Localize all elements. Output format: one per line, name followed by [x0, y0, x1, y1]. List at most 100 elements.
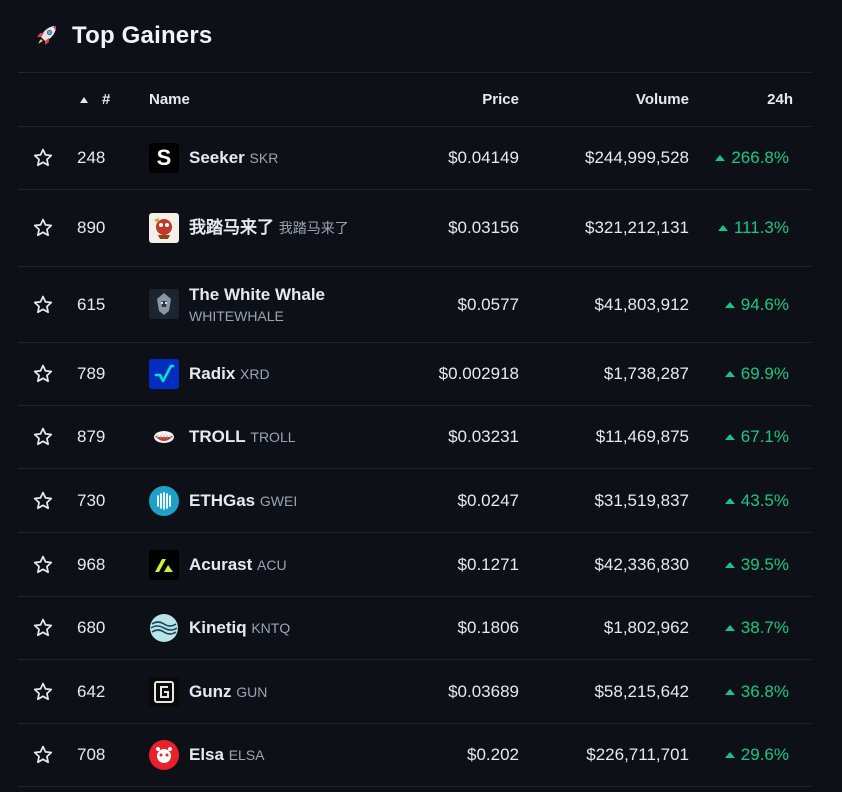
rank-header-label: #	[102, 91, 111, 108]
watchlist-star-button[interactable]	[18, 363, 68, 385]
coin-name[interactable]: Kinetiq	[189, 618, 247, 638]
coin-symbol: GUN	[236, 683, 268, 700]
star-icon[interactable]	[32, 426, 54, 448]
watchlist-star-button[interactable]	[18, 744, 68, 766]
caret-up-icon	[724, 497, 735, 504]
star-icon[interactable]	[32, 490, 54, 512]
star-icon[interactable]	[32, 147, 54, 169]
watchlist-star-button[interactable]	[18, 617, 68, 639]
table-row[interactable]: 879 TROLL TROLL $0.03231 $11,469,875 67.…	[18, 406, 811, 469]
sort-up-icon[interactable]	[80, 96, 88, 103]
coin-change-value: 94.6%	[740, 294, 789, 314]
wtmll-logo	[149, 213, 179, 243]
caret-up-icon	[724, 752, 735, 758]
rank-header[interactable]: #	[18, 91, 149, 108]
watchlist-star-button[interactable]	[18, 554, 68, 576]
coin-volume: $41,803,912	[594, 294, 689, 314]
star-icon[interactable]	[32, 217, 54, 239]
change-header[interactable]: 24h	[767, 91, 793, 108]
coin-name-cell[interactable]: TROLL TROLL	[149, 422, 369, 452]
gunz-logo	[149, 676, 179, 707]
watchlist-star-button[interactable]	[18, 681, 68, 703]
watchlist-star-button[interactable]	[18, 426, 68, 448]
coin-name[interactable]: 我踏马来了	[189, 218, 274, 238]
watchlist-star-button[interactable]	[18, 294, 68, 316]
coin-rank: 879	[77, 427, 106, 446]
star-icon[interactable]	[32, 617, 54, 639]
coin-rank: 615	[77, 294, 106, 314]
coin-price: $0.04149	[448, 148, 519, 167]
coin-name-cell[interactable]: ETHGas GWEI	[149, 485, 369, 516]
coin-name-cell[interactable]: The White Whale WHITEWHALE	[149, 283, 369, 326]
coin-volume: $58,215,642	[594, 681, 689, 701]
table-row[interactable]: 615 The White Whale WHITEWHALE $0.0577 $…	[18, 267, 811, 343]
price-header[interactable]: Price	[482, 91, 519, 108]
coin-price: $0.202	[467, 745, 519, 764]
page-header: Top Gainers	[32, 20, 212, 52]
elsa-logo	[149, 740, 179, 770]
coin-name-cell[interactable]: 我踏马来了 我踏马来了	[149, 213, 369, 243]
coin-name[interactable]: Acurast	[189, 554, 253, 574]
table-row[interactable]: 708 Elsa ELSA $0.202 $226,711,701 29.6%	[18, 724, 811, 787]
coin-change-value: 111.3%	[733, 218, 789, 237]
coin-name-cell[interactable]: Gunz GUN	[149, 676, 369, 707]
coin-name[interactable]: The White Whale	[189, 284, 325, 304]
coin-name-cell[interactable]: Acurast ACU	[149, 549, 369, 580]
whitewhale-logo	[149, 289, 179, 320]
volume-header[interactable]: Volume	[635, 91, 689, 108]
caret-up-icon	[715, 155, 726, 161]
star-icon[interactable]	[32, 554, 54, 576]
table-row[interactable]: 248 S Seeker SKR $0.04149 $244,999,528 2…	[18, 127, 811, 190]
coin-name[interactable]: Gunz	[189, 681, 232, 701]
star-icon[interactable]	[32, 363, 54, 385]
name-header[interactable]: Name	[149, 91, 190, 108]
seeker-logo: S	[149, 143, 179, 173]
coin-price: $0.03156	[448, 218, 519, 237]
coin-change: 43.5%	[689, 491, 802, 511]
star-icon[interactable]	[32, 294, 54, 316]
caret-up-icon	[717, 225, 728, 231]
caret-up-icon	[724, 301, 735, 308]
coin-price: $0.03231	[448, 427, 519, 446]
coin-price: $0.0577	[457, 294, 519, 314]
table-row[interactable]: 968 Acurast ACU $0.1271 $42,336,830 39.5…	[18, 533, 811, 597]
coin-rank: 680	[77, 618, 106, 637]
coin-change-value: 38.7%	[740, 618, 789, 637]
coin-name[interactable]: Elsa	[189, 745, 224, 765]
coin-symbol: GWEI	[259, 492, 298, 509]
coin-name-cell[interactable]: S Seeker SKR	[149, 143, 369, 173]
watchlist-star-button[interactable]	[18, 147, 68, 169]
table-row[interactable]: 789 Radix XRD $0.002918 $1,738,287 69.9%	[18, 343, 811, 406]
coin-name[interactable]: Radix	[189, 364, 236, 384]
caret-up-icon	[724, 561, 735, 568]
table-row[interactable]: 730 ETHGas GWEI $0.0247 $31,519,837 43.5…	[18, 469, 811, 533]
coin-volume: $11,469,875	[595, 427, 689, 446]
coin-rank: 248	[77, 148, 106, 167]
rocket-icon	[37, 26, 56, 45]
table-row[interactable]: 642 Gunz GUN $0.03689 $58,215,642 36.8%	[18, 660, 811, 724]
coin-name-cell[interactable]: Radix XRD	[149, 359, 369, 389]
coin-name[interactable]: ETHGas	[189, 490, 256, 510]
star-icon[interactable]	[32, 681, 54, 703]
coin-name[interactable]: Seeker	[189, 148, 245, 168]
coin-name-cell[interactable]: Kinetiq KNTQ	[149, 613, 369, 643]
watchlist-star-button[interactable]	[18, 217, 68, 239]
table-row[interactable]: 680 Kinetiq KNTQ $0.1806 $1,802,962 38.7…	[18, 597, 811, 660]
coin-volume: $244,999,528	[585, 148, 689, 167]
coin-rank: 789	[77, 364, 106, 383]
coin-symbol: ACU	[257, 556, 287, 573]
watchlist-star-button[interactable]	[18, 490, 68, 512]
coin-name-cell[interactable]: Elsa ELSA	[149, 740, 369, 770]
coin-change-value: 29.6%	[740, 745, 789, 764]
table-row[interactable]: 890 我踏马来了 我踏马来了 $0.03156 $321,212,131 11…	[18, 190, 811, 267]
table-body: 248 S Seeker SKR $0.04149 $244,999,528 2…	[18, 127, 811, 787]
coin-price: $0.1806	[457, 618, 519, 637]
coin-change-value: 69.9%	[740, 364, 789, 383]
star-icon[interactable]	[32, 744, 54, 766]
coin-symbol: KNTQ	[251, 620, 291, 637]
coin-rank: 890	[77, 218, 106, 237]
coin-change: 39.5%	[689, 555, 802, 575]
kinetiq-logo	[149, 613, 179, 643]
coin-name[interactable]: TROLL	[189, 427, 246, 447]
coin-change: 94.6%	[689, 295, 802, 315]
